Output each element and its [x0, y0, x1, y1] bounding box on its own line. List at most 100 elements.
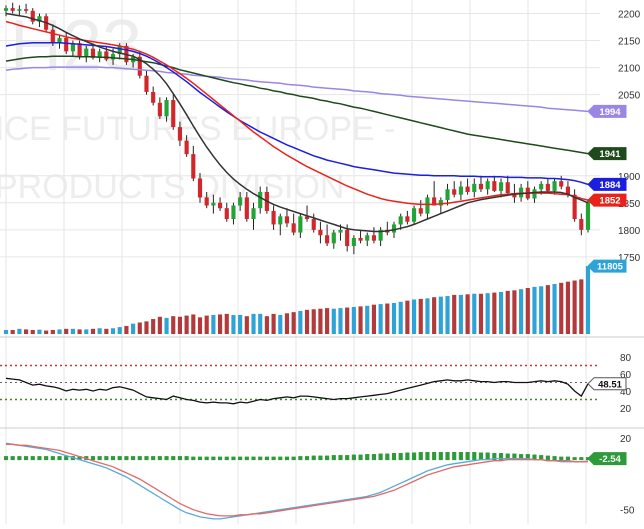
macd-histogram-bar [244, 456, 249, 461]
candle-body [565, 186, 571, 195]
macd-histogram-bar [351, 454, 356, 461]
sma_blue-tag-label: 1884 [599, 180, 621, 191]
candle-body [284, 216, 290, 224]
candle-body [151, 91, 156, 103]
macd-histogram-bar [438, 452, 443, 461]
volume-bar [432, 297, 437, 334]
macd-histogram-bar [197, 456, 203, 461]
macd-histogram-bar [191, 456, 196, 461]
candle-body [10, 8, 15, 11]
volume-bar [318, 308, 323, 334]
macd-histogram-bar [291, 456, 296, 461]
macd-histogram-bar [565, 456, 571, 461]
volume-bar [478, 293, 484, 334]
candle-body [224, 208, 229, 220]
volume-bar [331, 308, 336, 334]
sma_blue-tag-bg [587, 177, 627, 191]
volume-bar [545, 285, 550, 334]
candle-body [559, 181, 564, 187]
volume-bar [485, 293, 490, 334]
candle-body [458, 186, 463, 195]
macd-histogram-bar [552, 456, 557, 461]
macd-histogram-bar [452, 452, 457, 461]
macd-histogram-bar [57, 456, 62, 461]
macd-histogram-bar [365, 454, 370, 461]
candle-body [258, 191, 263, 209]
volume-bar [418, 298, 423, 334]
volume-bar [171, 316, 176, 334]
rsi-last-tag-bg [587, 377, 627, 391]
candle-body [478, 183, 484, 190]
volume-bar [217, 314, 223, 334]
volume-bar [391, 302, 397, 334]
macd-histogram-bar [338, 455, 343, 461]
sma_mid-tag-label: 1852 [599, 196, 620, 207]
sma_green-tag: 1941 [587, 147, 627, 161]
macd-histogram-bar [559, 456, 564, 461]
candle-body [539, 183, 544, 190]
rsi-tick-label: 20 [620, 404, 632, 415]
volume-bar [84, 329, 89, 334]
macd-histogram-bar [492, 453, 497, 461]
volume-bar [345, 307, 350, 334]
rsi-tick-label: 60 [620, 370, 632, 381]
candle-body [498, 182, 504, 191]
macd-histogram-bar [44, 456, 49, 461]
volume-bar [385, 303, 390, 334]
candle-body [23, 9, 29, 11]
candle-body [3, 8, 9, 11]
macd-histogram-bar [331, 455, 336, 461]
price-tick-label: 1750 [618, 253, 641, 264]
volume-bar [371, 304, 377, 334]
macd-histogram-bar [137, 456, 142, 461]
macd-histogram-bar [50, 456, 55, 461]
macd-last-tag-label: -2.54 [599, 454, 621, 465]
candle-body [405, 216, 410, 222]
candle-body [465, 186, 470, 192]
macd-histogram-bar [204, 456, 209, 461]
candle-body [278, 216, 283, 225]
volume-bar [438, 296, 443, 334]
volume-bar [224, 313, 229, 334]
macd-histogram-bar [411, 452, 417, 461]
macd-histogram-bar [77, 456, 82, 461]
macd-histogram-bar [465, 452, 470, 461]
macd-histogram-bar [258, 456, 263, 461]
candle-body [338, 229, 343, 233]
rsi-last-tag: 48.51 [587, 377, 627, 391]
candle-body [77, 43, 82, 57]
candle-body [365, 235, 370, 241]
candle-body [579, 219, 584, 230]
volume-bar [298, 311, 303, 334]
macd-tick-label: -50 [620, 506, 635, 517]
sma_green-tag-bg [587, 147, 627, 161]
macd-tick-label: 20 [620, 434, 632, 445]
volume-bar [351, 306, 356, 334]
watermark: H23 ICE FUTURES EUROPE - PRODUCTS DIVISI… [0, 6, 395, 206]
volume-bar [271, 313, 276, 334]
macd-histogram-bar [97, 456, 102, 461]
volume-bar [70, 328, 75, 334]
macd-histogram-bar [325, 455, 330, 461]
volume-bar [23, 329, 29, 334]
candle-body [144, 75, 149, 92]
macd-histogram-bar [171, 456, 176, 461]
candle-body [472, 183, 477, 192]
candle-body [452, 189, 457, 195]
macd-histogram-bar [385, 453, 390, 461]
macd-histogram-bar [345, 455, 350, 461]
candle-body [445, 189, 450, 201]
sma_purple-line [5, 66, 589, 113]
macd-histogram-bar [318, 455, 323, 461]
macd-histogram-bar [104, 456, 109, 461]
rsi-line [5, 377, 589, 405]
volume-bar [77, 329, 82, 334]
volume-bar [231, 315, 236, 334]
macd-histogram-bar [3, 456, 9, 461]
candle-body [418, 208, 423, 214]
volume-bar [512, 290, 517, 334]
volume-bar [411, 299, 417, 334]
macd-histogram-bar [432, 452, 437, 461]
macd-histogram-bar [284, 456, 290, 461]
